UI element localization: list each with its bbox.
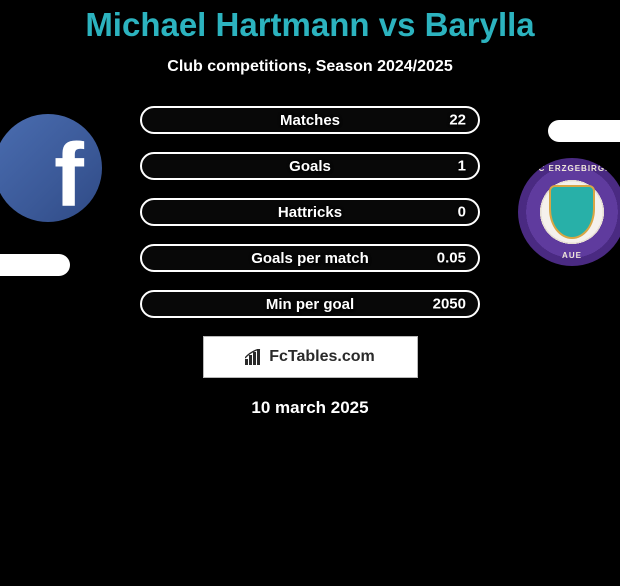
brand-attribution: FcTables.com	[203, 336, 418, 378]
stat-label: Goals	[289, 158, 331, 175]
stat-row-matches: Matches 22	[140, 106, 480, 134]
stat-value: 0.05	[437, 250, 466, 267]
comparison-stage: f FC ERZGEBIRGE AUE Matches 22 Goals 1 H…	[0, 106, 620, 318]
snapshot-date: 10 march 2025	[0, 398, 620, 418]
stat-value: 0	[458, 204, 466, 221]
stat-value: 2050	[433, 296, 466, 313]
page-subtitle: Club competitions, Season 2024/2025	[0, 58, 620, 76]
stat-row-min-per-goal: Min per goal 2050	[140, 290, 480, 318]
stat-label: Hattricks	[278, 204, 342, 221]
stat-label: Matches	[280, 112, 340, 129]
bars-chart-icon	[245, 349, 263, 365]
player2-name-pill	[548, 120, 620, 142]
facebook-f-glyph: f	[54, 125, 84, 222]
player2-club-crest: FC ERZGEBIRGE AUE	[518, 158, 620, 266]
page-title: Michael Hartmann vs Barylla	[0, 6, 620, 44]
facebook-placeholder-icon: f	[0, 114, 102, 222]
club-crest-icon: FC ERZGEBIRGE AUE	[518, 158, 620, 266]
player1-name-pill	[0, 254, 70, 276]
stat-value: 22	[449, 112, 466, 129]
crest-text-bottom: AUE	[518, 251, 620, 260]
stat-label: Goals per match	[251, 250, 369, 267]
stat-row-goals: Goals 1	[140, 152, 480, 180]
stat-value: 1	[458, 158, 466, 175]
stat-row-goals-per-match: Goals per match 0.05	[140, 244, 480, 272]
brand-text: FcTables.com	[269, 348, 375, 366]
crest-text-top: FC ERZGEBIRGE	[518, 164, 620, 173]
player1-avatar: f	[0, 114, 102, 222]
stat-row-hattricks: Hattricks 0	[140, 198, 480, 226]
crest-shield-icon	[549, 185, 595, 239]
stat-label: Min per goal	[266, 296, 354, 313]
stat-bars: Matches 22 Goals 1 Hattricks 0 Goals per…	[140, 106, 480, 318]
